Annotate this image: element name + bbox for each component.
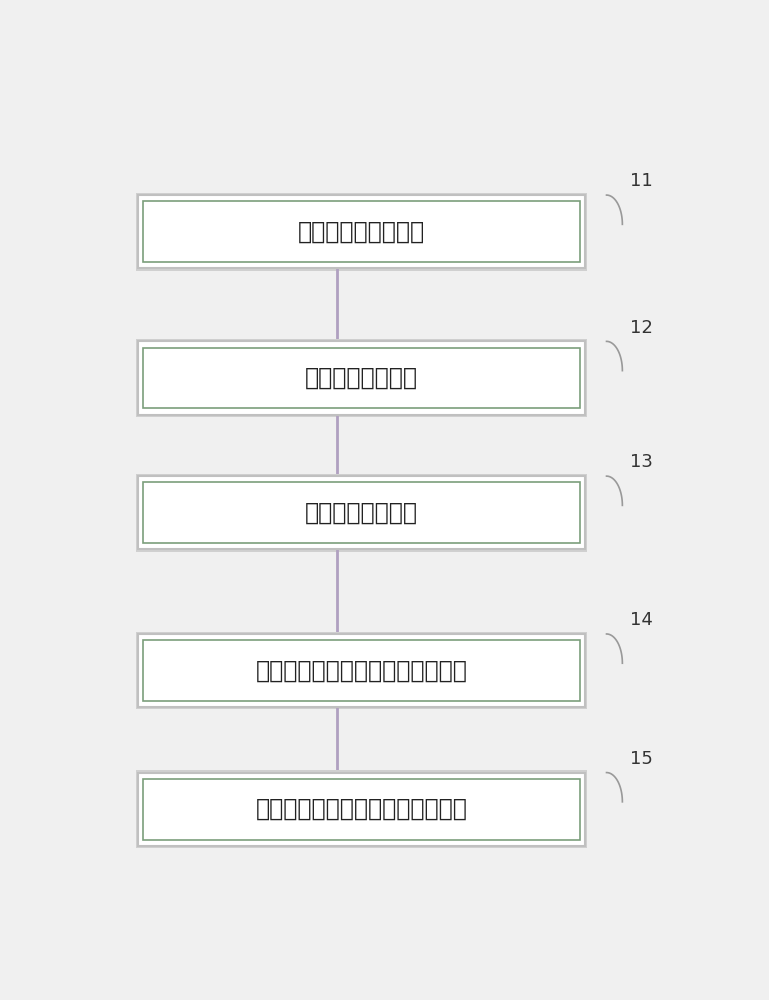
FancyBboxPatch shape [136,770,587,848]
Text: 14: 14 [630,611,653,629]
Text: 审批本体搭建模块: 审批本体搭建模块 [305,366,418,390]
FancyBboxPatch shape [136,339,587,417]
Text: 11: 11 [630,172,653,190]
Text: 审批知识提取模块: 审批知识提取模块 [305,501,418,525]
Text: 13: 13 [630,453,653,471]
FancyBboxPatch shape [136,474,587,552]
FancyBboxPatch shape [138,195,585,268]
Text: 基于知识图谱高效查询的审批模块: 基于知识图谱高效查询的审批模块 [255,797,468,821]
Text: 15: 15 [630,750,653,768]
FancyBboxPatch shape [136,193,587,271]
Text: 12: 12 [630,319,653,337]
FancyBboxPatch shape [136,632,587,709]
FancyBboxPatch shape [138,476,585,549]
FancyBboxPatch shape [138,773,585,846]
FancyBboxPatch shape [138,634,585,707]
Text: 审批规则库抽取模块: 审批规则库抽取模块 [298,220,425,244]
FancyBboxPatch shape [138,341,585,415]
Text: 基于本体的审批知识图谱构建模块: 基于本体的审批知识图谱构建模块 [255,659,468,683]
